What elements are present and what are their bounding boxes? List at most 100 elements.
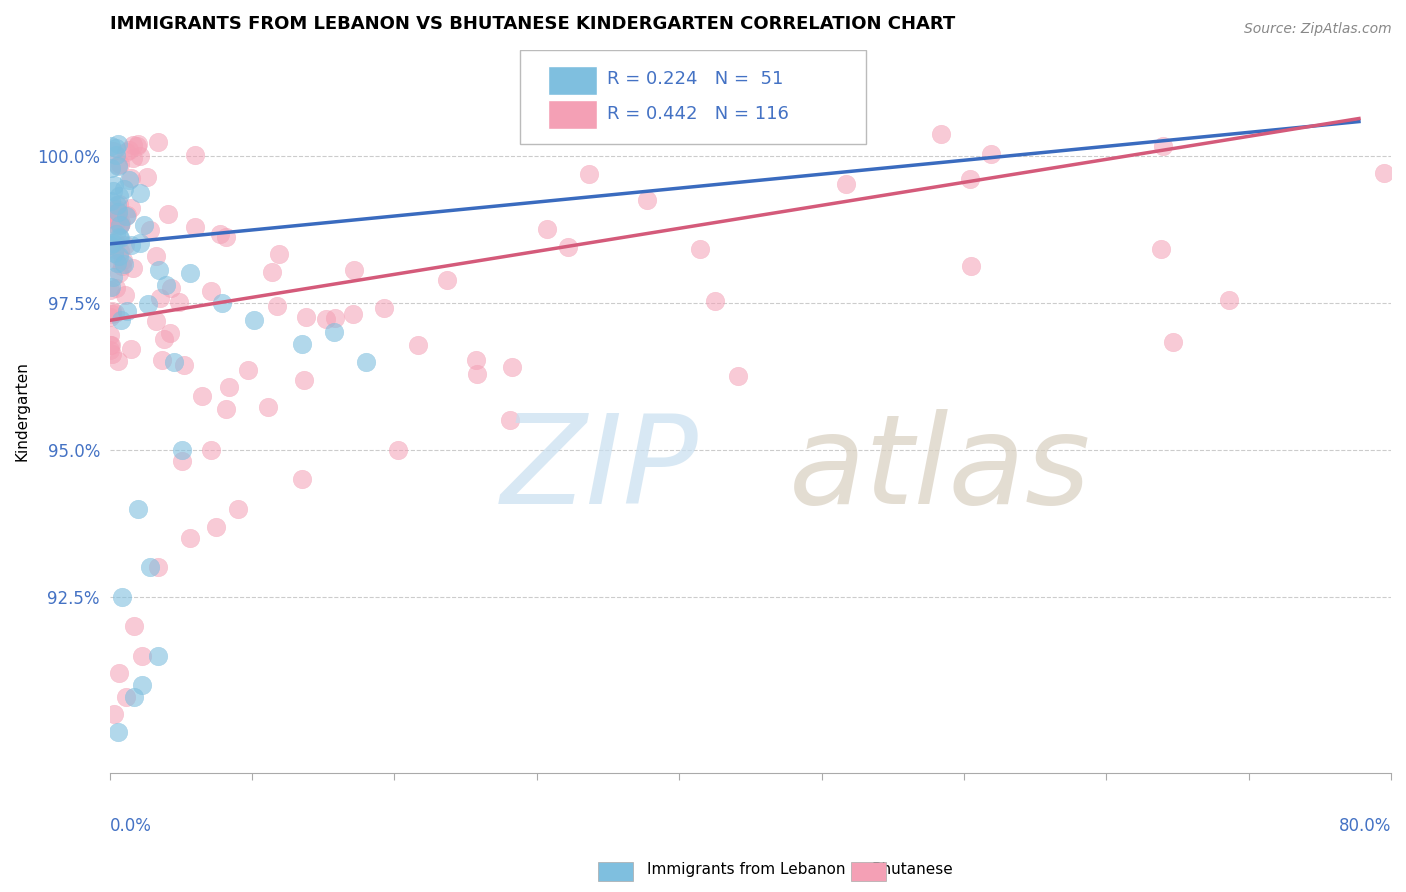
Point — [256, 401, 278, 415]
Point — [1372, 166, 1395, 180]
Point — [129, 186, 152, 201]
Point — [204, 520, 226, 534]
Point — [115, 145, 138, 160]
Point — [465, 367, 488, 381]
Point — [689, 242, 711, 256]
Point — [100, 216, 122, 230]
Point — [214, 230, 236, 244]
Point — [200, 442, 222, 457]
Point — [436, 273, 458, 287]
FancyBboxPatch shape — [548, 101, 596, 129]
Point — [105, 280, 128, 294]
Point — [146, 648, 169, 663]
Point — [146, 135, 169, 149]
Point — [173, 359, 195, 373]
Point — [129, 236, 152, 251]
Point — [315, 312, 337, 326]
Point — [262, 265, 284, 279]
Point — [1161, 334, 1184, 349]
Point — [160, 281, 183, 295]
Point — [120, 201, 142, 215]
Point — [103, 245, 125, 260]
Point — [167, 294, 190, 309]
Point — [120, 342, 142, 356]
Point — [114, 690, 136, 704]
Point — [104, 141, 127, 155]
Point — [499, 413, 522, 427]
Point — [103, 707, 125, 722]
Point — [107, 266, 129, 280]
Point — [107, 158, 129, 172]
Point — [101, 235, 124, 250]
Point — [536, 222, 558, 236]
Point — [111, 252, 134, 267]
Point — [100, 194, 122, 208]
Point — [238, 363, 260, 377]
Point — [108, 218, 131, 232]
Text: R = 0.442   N = 116: R = 0.442 N = 116 — [607, 104, 789, 123]
Point — [209, 227, 232, 241]
Point — [108, 231, 131, 245]
Point — [127, 137, 149, 152]
Point — [184, 148, 207, 162]
Point — [170, 442, 193, 457]
Point — [100, 343, 122, 358]
Text: R = 0.224   N =  51: R = 0.224 N = 51 — [607, 70, 783, 88]
Point — [100, 237, 122, 252]
Point — [294, 310, 316, 324]
Point — [107, 159, 129, 173]
Point — [373, 301, 395, 315]
Point — [131, 678, 153, 692]
Text: 0.0%: 0.0% — [110, 816, 152, 835]
Point — [342, 307, 364, 321]
Point — [100, 280, 122, 294]
Point — [108, 218, 131, 232]
Point — [108, 157, 131, 171]
Point — [104, 227, 127, 242]
Point — [105, 197, 128, 211]
Point — [105, 256, 128, 270]
Point — [343, 262, 366, 277]
Y-axis label: Kindergarten: Kindergarten — [15, 361, 30, 461]
Point — [125, 138, 148, 153]
Point — [117, 208, 139, 222]
Point — [101, 304, 124, 318]
Point — [1150, 242, 1173, 256]
Point — [191, 389, 214, 403]
Point — [110, 244, 132, 259]
Point — [104, 148, 127, 162]
Point — [145, 314, 167, 328]
Text: IMMIGRANTS FROM LEBANON VS BHUTANESE KINDERGARTEN CORRELATION CHART: IMMIGRANTS FROM LEBANON VS BHUTANESE KIN… — [110, 15, 955, 33]
FancyBboxPatch shape — [520, 50, 866, 144]
Point — [322, 325, 344, 339]
Text: 80.0%: 80.0% — [1339, 816, 1391, 835]
Point — [136, 296, 159, 310]
Point — [211, 295, 233, 310]
Point — [101, 184, 124, 198]
Point — [465, 353, 488, 368]
Point — [636, 193, 658, 207]
Point — [266, 299, 288, 313]
Text: Bhutanese: Bhutanese — [872, 863, 953, 877]
Point — [704, 293, 727, 308]
Point — [292, 373, 315, 387]
Point — [114, 238, 136, 252]
Point — [112, 257, 135, 271]
Point — [100, 283, 122, 297]
Point — [104, 242, 127, 256]
Point — [291, 472, 314, 486]
Point — [104, 306, 127, 320]
Point — [120, 170, 142, 185]
Point — [179, 531, 201, 545]
Point — [132, 218, 155, 232]
Point — [1152, 139, 1174, 153]
Point — [100, 139, 122, 153]
Point — [100, 337, 122, 351]
Point — [112, 182, 135, 196]
Point — [557, 240, 579, 254]
Point — [980, 146, 1002, 161]
Point — [267, 247, 290, 261]
Point — [960, 259, 983, 273]
Point — [100, 347, 122, 361]
Point — [122, 261, 145, 276]
